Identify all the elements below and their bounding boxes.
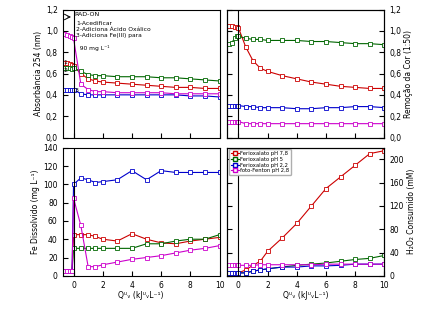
Y-axis label: Absorbância 254 (nm): Absorbância 254 (nm) xyxy=(34,31,43,116)
X-axis label: Qᵁᵥ (kJᵁᵥL⁻¹): Qᵁᵥ (kJᵁᵥL⁻¹) xyxy=(118,291,164,300)
Text: 1: 1 xyxy=(63,60,67,65)
Y-axis label: H₂O₂ Consumido (mM): H₂O₂ Consumido (mM) xyxy=(407,169,416,255)
Text: RAD-ON: RAD-ON xyxy=(75,12,100,17)
Text: 2: 2 xyxy=(63,68,67,73)
X-axis label: Qᵁᵥ (kJᵁᵥL⁻¹): Qᵁᵥ (kJᵁᵥL⁻¹) xyxy=(283,291,329,300)
Y-axis label: Remoção da Cor (1:50): Remoção da Cor (1:50) xyxy=(404,29,413,118)
Y-axis label: Fe Dissolvido (mg L⁻¹): Fe Dissolvido (mg L⁻¹) xyxy=(31,170,40,254)
Legend: Ferioxalato pH 7,8, Ferioxalato pH 5, Ferioxalato pH 2,2, foto-Fenton pH 2,8: Ferioxalato pH 7,8, Ferioxalato pH 5, Fe… xyxy=(229,149,291,175)
Text: 1-Acedificar
2-Adiciona Ácido Oxálico
3-Adiciona Fe(III) para

  90 mg L⁻¹: 1-Acedificar 2-Adiciona Ácido Oxálico 3-… xyxy=(76,21,151,51)
Text: 3: 3 xyxy=(74,88,78,93)
